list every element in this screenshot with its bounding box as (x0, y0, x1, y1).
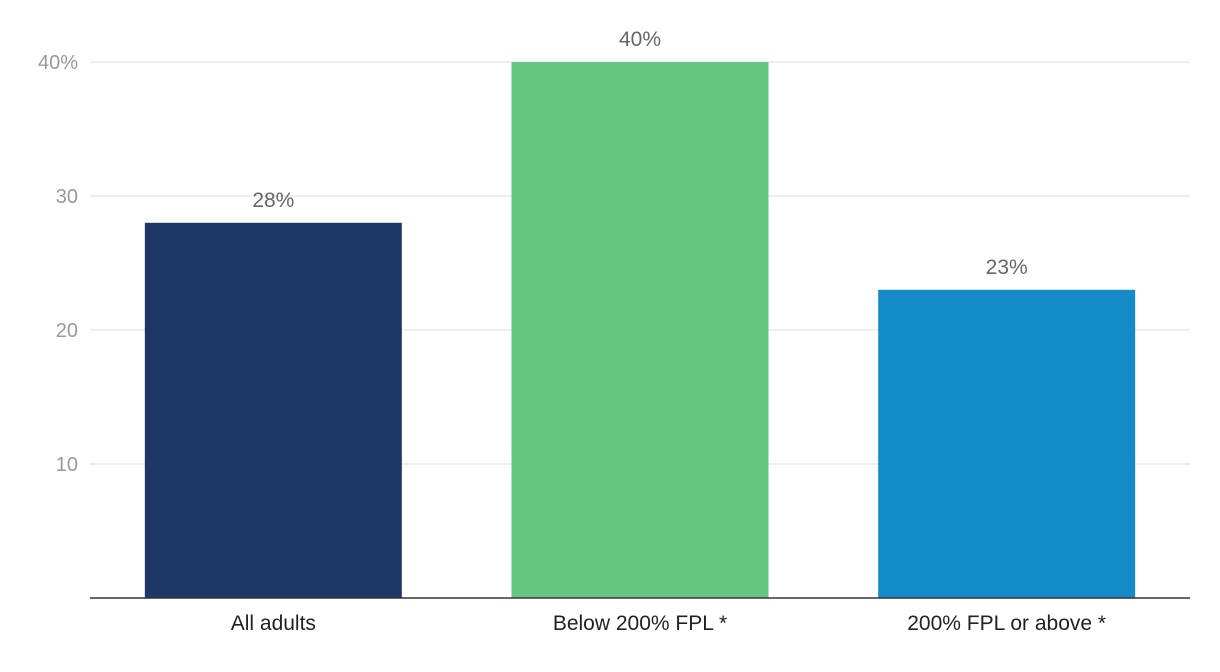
y-axis-ticks: 10 20 30 40% (38, 52, 78, 476)
data-labels: 28% 40% 23% (252, 28, 1027, 279)
bar (144, 222, 402, 599)
category-label: All adults (231, 612, 316, 635)
category-label: 200% FPL or above * (907, 612, 1106, 635)
bar-value-label: 28% (252, 189, 294, 212)
x-axis-categories: All adults Below 200% FPL * 200% FPL or ab… (231, 612, 1106, 635)
y-tick-label: 20 (56, 320, 78, 342)
bar (511, 62, 769, 598)
bars (144, 62, 1136, 599)
y-tick-label: 30 (56, 186, 78, 208)
y-tick-label: 40% (38, 52, 78, 74)
bar-value-label: 23% (986, 256, 1028, 279)
bar (878, 289, 1136, 598)
category-label: Below 200% FPL * (553, 612, 727, 635)
y-tick-label: 10 (56, 454, 78, 476)
bar-value-label: 40% (619, 28, 661, 51)
